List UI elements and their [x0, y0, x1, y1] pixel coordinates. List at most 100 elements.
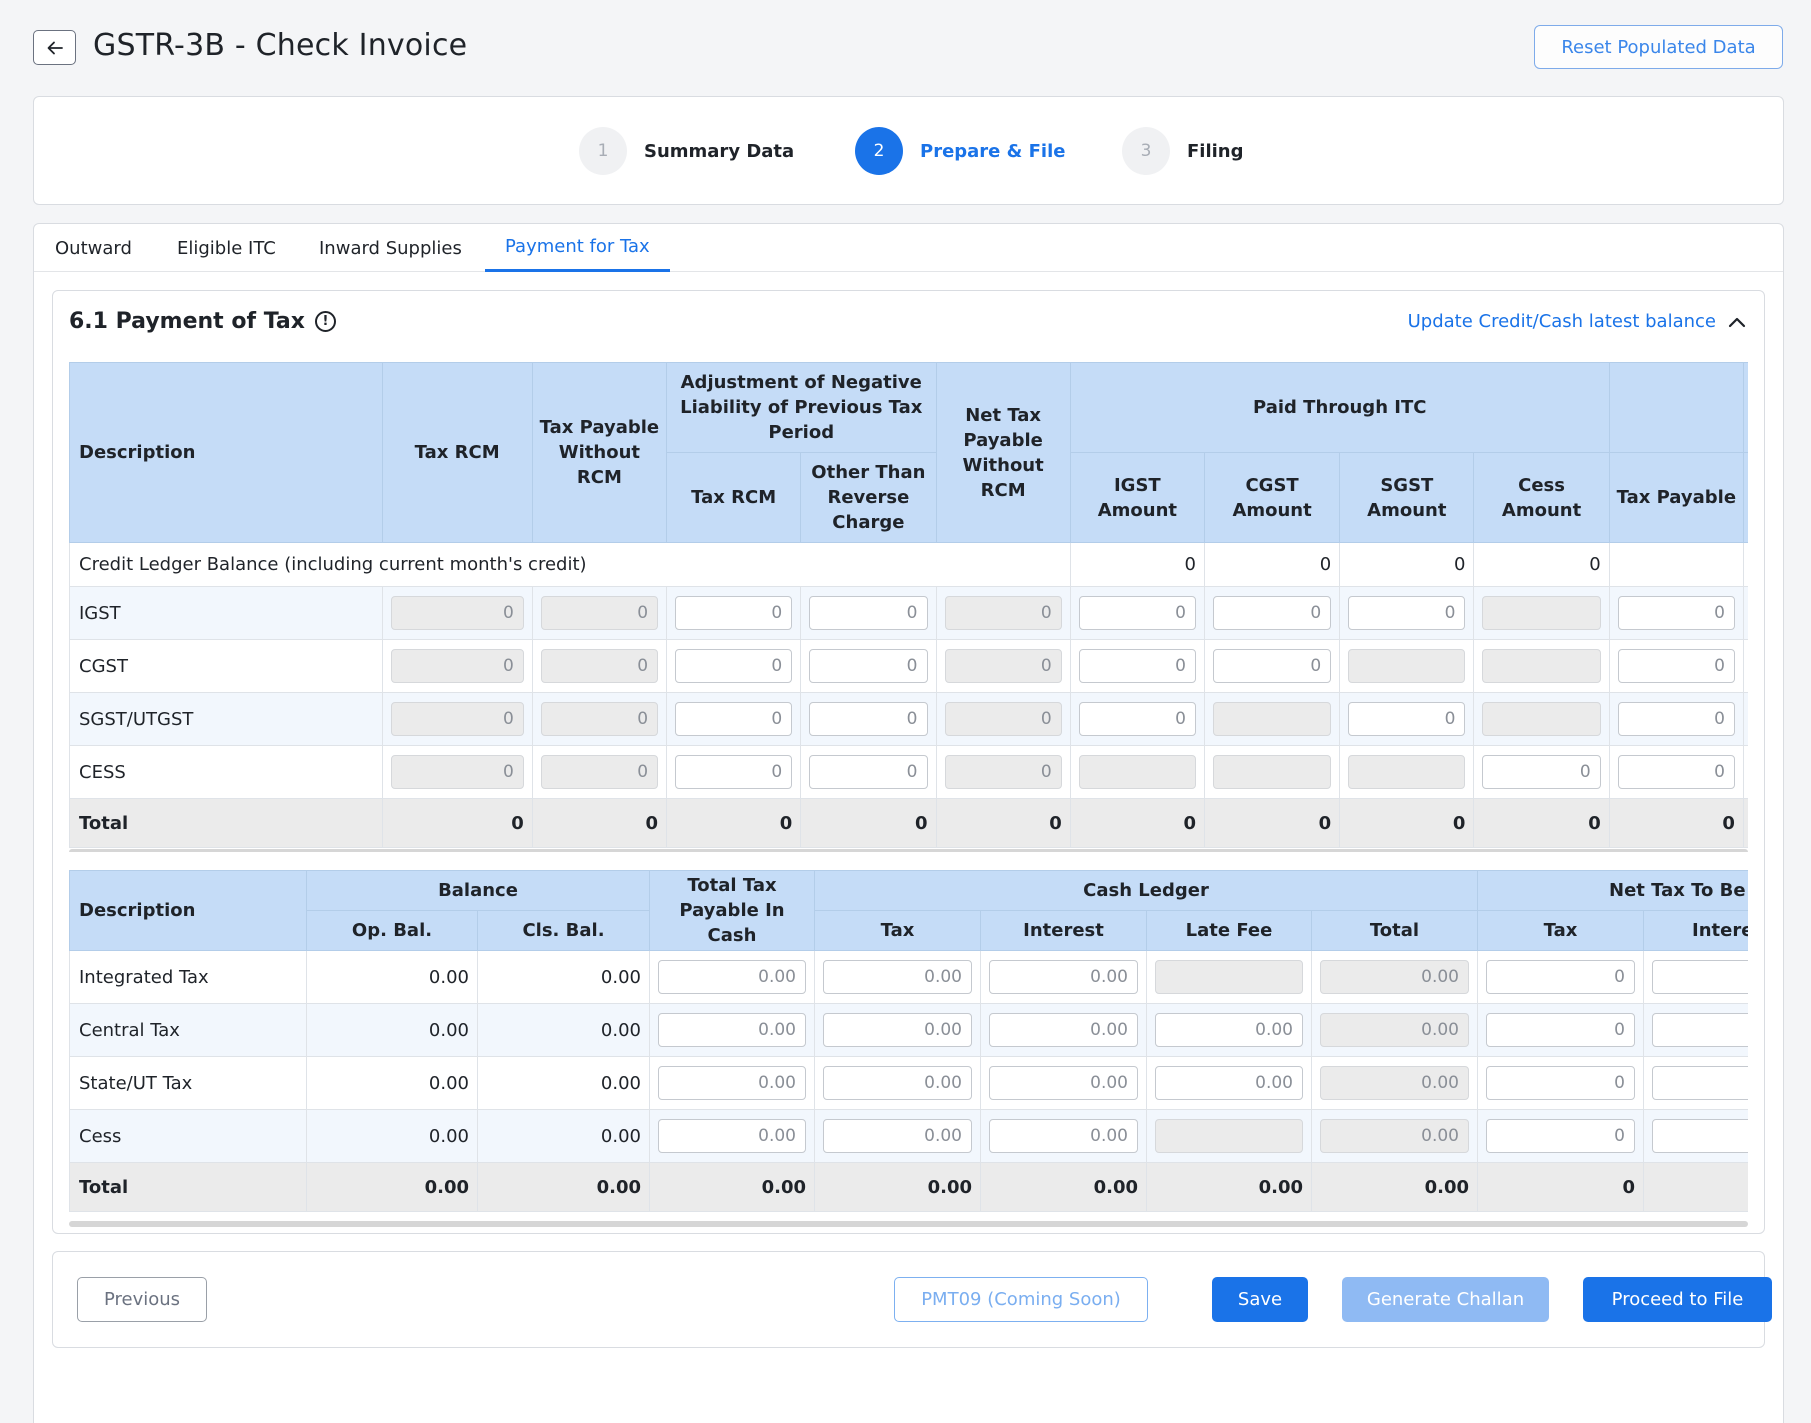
tab-payment-for-tax[interactable]: Payment for Tax — [485, 224, 670, 272]
cash-tax-input[interactable]: 0.00 — [823, 1066, 972, 1100]
total-row: Total 0.00 0.00 0.00 0.00 0.00 0.00 0.00 0 — [69, 1162, 1748, 1212]
net-tax-payable-input: 0 — [944, 649, 1062, 683]
net-tax-input[interactable]: 0 — [1486, 1119, 1635, 1153]
igst-amount-input[interactable]: 0 — [1078, 649, 1196, 683]
tax-payable-input[interactable]: 0 — [1617, 596, 1735, 630]
table-row: SGST/UTGST 0 0 0 0 0 0 0 0 — [69, 692, 1748, 746]
tab-inward-supplies[interactable]: Inward Supplies — [319, 237, 462, 259]
col-tax-rcm: Tax RCM — [381, 362, 533, 543]
total-row: Total 0 0 0 0 0 0 0 0 0 0 — [69, 798, 1748, 848]
igst-amount-input[interactable]: 0 — [1078, 702, 1196, 736]
adj-other-input[interactable]: 0 — [809, 596, 928, 630]
cash-tax-input[interactable]: 0.00 — [823, 960, 972, 994]
tab-eligible-itc[interactable]: Eligible ITC — [177, 237, 276, 259]
update-balance-link[interactable]: Update Credit/Cash latest balance — [1407, 311, 1716, 332]
cell-blank — [1742, 745, 1748, 799]
cash-total-input: 0.00 — [1320, 1066, 1469, 1100]
tab-bar: Outward Eligible ITC Inward Supplies Pay… — [34, 224, 1783, 272]
cell-cash-late-fee — [1146, 1109, 1312, 1163]
total-tax-cash-input[interactable]: 0.00 — [658, 1066, 806, 1100]
net-interest-input[interactable] — [1652, 1119, 1748, 1153]
col-adj-tax-rcm: Tax RCM — [666, 452, 802, 543]
net-interest-input[interactable] — [1652, 960, 1748, 994]
total-tax-cash-input[interactable]: 0.00 — [658, 1119, 806, 1153]
cell-net-tax-payable: 0 — [935, 745, 1071, 799]
proceed-to-file-button[interactable]: Proceed to File — [1583, 1277, 1772, 1322]
cgst-amount-input — [1212, 755, 1332, 789]
cell-op-bal: 0.00 — [306, 1109, 478, 1163]
cell-cash-interest: 0.00 — [980, 950, 1147, 1004]
cash-tax-input[interactable]: 0.00 — [823, 1013, 972, 1047]
col-blank — [1608, 362, 1744, 453]
top-bar: GSTR-3B - Check Invoice Reset Populated … — [33, 18, 1783, 78]
cash-total-input: 0.00 — [1320, 1013, 1469, 1047]
step-prepare-file[interactable]: 2 Prepare & File — [855, 126, 1065, 176]
adj-other-input[interactable]: 0 — [809, 755, 928, 789]
step-label: Prepare & File — [920, 140, 1066, 162]
chevron-up-icon[interactable] — [1726, 311, 1748, 333]
cash-interest-input[interactable]: 0.00 — [989, 960, 1138, 994]
cell-op-bal: 0.00 — [306, 1056, 478, 1110]
cash-late-fee-input — [1155, 1119, 1303, 1153]
tax-payable-without-rcm-input: 0 — [540, 596, 659, 630]
net-interest-input[interactable] — [1652, 1013, 1748, 1047]
cash-table: Description Balance Total Tax Payable In… — [69, 870, 1748, 1212]
net-tax-input[interactable]: 0 — [1486, 1013, 1635, 1047]
tax-payable-input[interactable]: 0 — [1617, 755, 1735, 789]
back-button[interactable] — [33, 30, 76, 65]
cgst-amount-input[interactable]: 0 — [1212, 596, 1332, 630]
credit-sgst: 0 — [1339, 542, 1475, 587]
cell-tax-payable-without-rcm: 0 — [531, 639, 668, 693]
adj-other-input[interactable]: 0 — [809, 649, 928, 683]
col-net-tax: Tax — [1477, 910, 1644, 951]
table-row: CGST 0 0 0 0 0 0 0 0 — [69, 639, 1748, 693]
reset-populated-data-button[interactable]: Reset Populated Data — [1534, 25, 1783, 69]
row-label: Integrated Tax — [69, 950, 307, 1004]
step-summary-data[interactable]: 1 Summary Data — [579, 126, 794, 176]
col-sgst-amount: SGST Amount — [1339, 452, 1475, 543]
previous-button[interactable]: Previous — [77, 1277, 207, 1322]
net-interest-input[interactable] — [1652, 1066, 1748, 1100]
adj-tax-rcm-input[interactable]: 0 — [675, 596, 793, 630]
horizontal-scrollbar[interactable] — [69, 849, 1748, 852]
adj-tax-rcm-input[interactable]: 0 — [675, 649, 793, 683]
table-row: Central Tax 0.00 0.00 0.00 0.00 0.00 0.00 0.00 0 — [69, 1003, 1748, 1057]
col-blank — [1742, 452, 1748, 543]
tax-rcm-input: 0 — [390, 755, 524, 789]
cash-late-fee-input[interactable]: 0.00 — [1155, 1013, 1303, 1047]
sgst-amount-input[interactable]: 0 — [1348, 596, 1466, 630]
tab-outward[interactable]: Outward — [55, 237, 132, 259]
cash-tax-input[interactable]: 0.00 — [823, 1119, 972, 1153]
save-button[interactable]: Save — [1212, 1277, 1308, 1322]
adj-tax-rcm-input[interactable]: 0 — [675, 755, 793, 789]
igst-amount-input[interactable]: 0 — [1078, 596, 1196, 630]
col-net-interest: Intere — [1642, 910, 1748, 951]
info-icon[interactable]: ! — [314, 311, 336, 332]
tax-payable-input[interactable]: 0 — [1617, 702, 1735, 736]
cess-amount-input[interactable]: 0 — [1482, 755, 1601, 789]
cell-cash-total: 0.00 — [1311, 950, 1478, 1004]
cash-interest-input[interactable]: 0.00 — [989, 1119, 1138, 1153]
col-net-tax-to-be-paid: Net Tax To Be I — [1476, 870, 1748, 911]
sgst-amount-input[interactable]: 0 — [1348, 702, 1466, 736]
generate-challan-button[interactable]: Generate Challan — [1342, 1277, 1549, 1322]
net-tax-input[interactable]: 0 — [1486, 960, 1635, 994]
net-tax-input[interactable]: 0 — [1486, 1066, 1635, 1100]
total-tax-cash-input[interactable]: 0.00 — [658, 1013, 806, 1047]
step-filing[interactable]: 3 Filing — [1122, 126, 1244, 176]
horizontal-scrollbar[interactable] — [69, 1221, 1748, 1227]
total-tax-cash-input[interactable]: 0.00 — [658, 960, 806, 994]
cash-interest-input[interactable]: 0.00 — [989, 1013, 1138, 1047]
step-label: Summary Data — [644, 140, 795, 162]
adj-other-input[interactable]: 0 — [809, 702, 928, 736]
step-label: Filing — [1187, 140, 1244, 162]
total-label: Total — [69, 798, 383, 848]
pmt09-button[interactable]: PMT09 (Coming Soon) — [894, 1277, 1148, 1322]
row-label: SGST/UTGST — [69, 692, 383, 746]
adj-tax-rcm-input[interactable]: 0 — [675, 702, 793, 736]
cash-late-fee-input[interactable]: 0.00 — [1155, 1066, 1303, 1100]
cash-interest-input[interactable]: 0.00 — [989, 1066, 1138, 1100]
tax-payable-input[interactable]: 0 — [1617, 649, 1735, 683]
payment-of-tax-section: 6.1 Payment of Tax ! Update Credit/Cash … — [52, 290, 1765, 1234]
cgst-amount-input[interactable]: 0 — [1212, 649, 1332, 683]
